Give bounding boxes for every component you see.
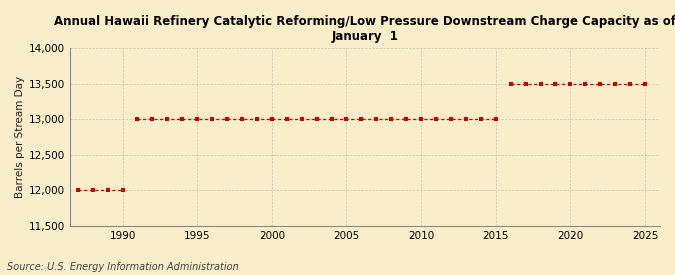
Title: Annual Hawaii Refinery Catalytic Reforming/Low Pressure Downstream Charge Capaci: Annual Hawaii Refinery Catalytic Reformi… — [54, 15, 675, 43]
Y-axis label: Barrels per Stream Day: Barrels per Stream Day — [15, 76, 25, 198]
Text: Source: U.S. Energy Information Administration: Source: U.S. Energy Information Administ… — [7, 262, 238, 272]
